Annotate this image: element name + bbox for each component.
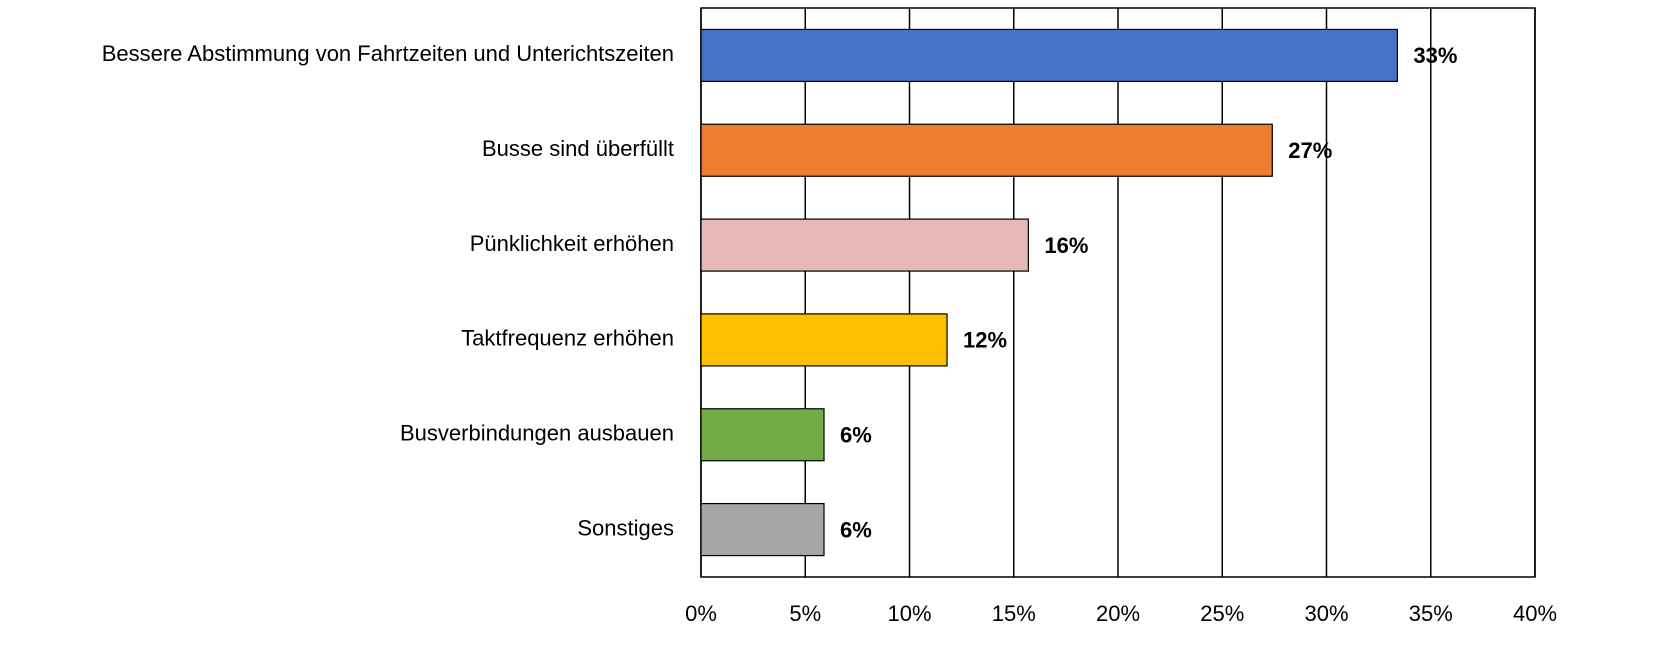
value-label: 6% xyxy=(840,423,872,448)
x-tick-label: 30% xyxy=(1304,601,1348,626)
value-label: 27% xyxy=(1288,138,1332,163)
x-tick-label: 0% xyxy=(685,601,717,626)
value-label: 12% xyxy=(963,328,1007,353)
value-label: 33% xyxy=(1413,43,1457,68)
x-tick-label: 40% xyxy=(1513,601,1557,626)
x-tick-label: 5% xyxy=(789,601,821,626)
y-tick-label: Pünklichkeit erhöhen xyxy=(470,231,674,256)
x-tick-label: 15% xyxy=(992,601,1036,626)
x-tick-label: 10% xyxy=(887,601,931,626)
bar xyxy=(700,408,825,462)
y-tick-label: Busse sind überfüllt xyxy=(482,136,674,161)
x-tick-label: 20% xyxy=(1096,601,1140,626)
bar xyxy=(700,313,948,367)
value-label: 6% xyxy=(840,517,872,542)
y-tick-label: Bessere Abstimmung von Fahrtzeiten und U… xyxy=(102,41,674,66)
bar xyxy=(700,218,1029,272)
y-tick-label: Sonstiges xyxy=(577,515,674,540)
value-label: 16% xyxy=(1044,233,1088,258)
x-tick-label: 35% xyxy=(1409,601,1453,626)
bar xyxy=(700,123,1273,177)
y-tick-label: Busverbindungen ausbauen xyxy=(400,421,674,446)
y-tick-label: Taktfrequenz erhöhen xyxy=(461,326,674,351)
bar xyxy=(700,28,1398,83)
bar xyxy=(700,502,825,557)
x-tick-label: 25% xyxy=(1200,601,1244,626)
